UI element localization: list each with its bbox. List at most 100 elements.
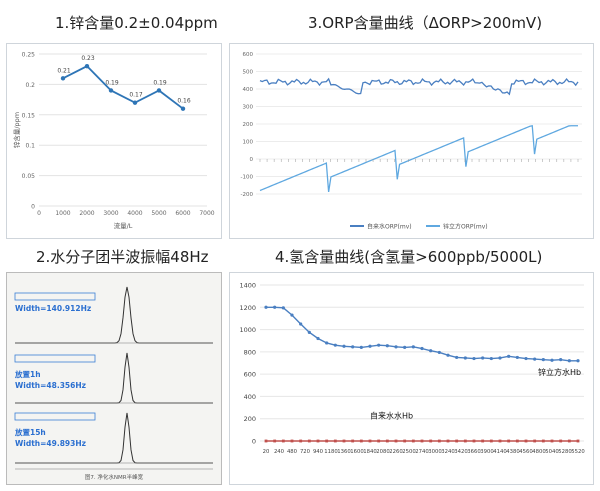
- zinc-data-point: [132, 100, 138, 105]
- hydrogen-data-point: [429, 349, 433, 353]
- x-tick-label: 5520: [571, 449, 585, 455]
- photo-background: [7, 273, 221, 484]
- hydrogen-data-point: [524, 356, 528, 361]
- x-tick-label: 1180: [324, 449, 338, 455]
- x-tick-label: 4800: [532, 449, 546, 455]
- hydrogen-data-point: [273, 439, 277, 443]
- hydrogen-data-point: [281, 439, 285, 443]
- hydrogen-data-point: [498, 439, 502, 443]
- hydrogen-data-point: [550, 358, 554, 362]
- zinc-data-point: [156, 88, 162, 93]
- hydrogen-data-point: [307, 330, 311, 334]
- x-tick-label: 1000: [55, 210, 70, 217]
- legend-label-zinc-cube: 锌立方ORP(mv): [443, 223, 488, 231]
- width-label-3: Width=49.893Hz: [15, 439, 86, 448]
- hydrogen-data-point: [481, 439, 485, 443]
- orp-chart-panel: -200 -100 0 100 200 300 400 500 600 自来水ORP(mv) 锌立方…: [229, 43, 594, 239]
- x-tick-label: 3240: [441, 449, 455, 455]
- y-tick-label: 800: [244, 348, 256, 356]
- y-tick-label: 0.1: [25, 143, 35, 150]
- zinc-data-label: 0.17: [129, 92, 143, 99]
- x-tick-label: 2000: [79, 210, 94, 217]
- y-tick-label: -200: [241, 192, 254, 198]
- y-tick-label: 1000: [239, 326, 256, 334]
- y-tick-label: -100: [241, 175, 254, 181]
- x-tick-label: 1600: [350, 449, 364, 455]
- x-tick-label: 240: [274, 449, 285, 455]
- orp-series-zinc-cube: [259, 124, 578, 192]
- zinc-data-label: 0.21: [57, 67, 71, 74]
- nmr-spectrum: Width=140.912Hz 放置1h Width=48.356Hz 放置15h Wi…: [7, 273, 221, 484]
- label-box: [14, 412, 96, 421]
- hydrogen-data-point: [437, 350, 441, 355]
- y-tick-label: 100: [243, 140, 254, 146]
- hydrogen-data-point: [385, 344, 389, 348]
- hydrogen-data-point: [359, 345, 363, 349]
- hydrogen-data-point: [567, 359, 571, 363]
- y-tick-label: 400: [244, 393, 256, 401]
- chart3-title: 3.ORP含量曲线（ΔORP>200mV): [308, 14, 543, 32]
- hydrogen-series-line: [266, 306, 578, 362]
- x-tick-label: 3900: [480, 449, 494, 455]
- hydrogen-chart-panel: 0 200 400 600 800 1000 1200 1400 20 240 480 720 940 1…: [229, 272, 594, 485]
- hydrogen-data-point: [299, 439, 303, 443]
- series-label-tapwater: 自来水水Hb: [370, 411, 413, 421]
- hydrogen-data-point: [489, 439, 493, 443]
- zinc-chart: 0 0.05 0.1 0.15 0.2 0.25 0 1000 2000 3000 4000 5000…: [12, 52, 215, 231]
- x-tick-label: 5040: [545, 449, 559, 455]
- hydrogen-data-point: [316, 439, 320, 443]
- hydrogen-data-point: [316, 336, 320, 341]
- hydrogen-data-point: [446, 353, 450, 357]
- hydrogen-data-point: [273, 305, 277, 309]
- series-label-zinc-cube: 锌立方水Hb: [538, 367, 581, 377]
- hydrogen-data-point: [351, 439, 355, 443]
- hydrogen-data-point: [403, 345, 407, 349]
- zinc-data-point: [60, 76, 66, 81]
- hydrogen-data-point: [342, 439, 346, 443]
- x-tick-label: 1840: [363, 449, 377, 455]
- placement-label-1h: 放置1h: [14, 369, 41, 379]
- zinc-chart-panel: 0 0.05 0.1 0.15 0.2 0.25 0 1000 2000 3000 4000 5000…: [6, 43, 222, 239]
- x-tick-label: 3000: [103, 210, 118, 217]
- x-tick-label: 2500: [402, 449, 416, 455]
- y-tick-label: 1200: [239, 304, 256, 312]
- y-tick-label: 600: [244, 371, 256, 379]
- hydrogen-data-point: [559, 358, 563, 362]
- x-tick-label: 3000: [428, 449, 442, 455]
- y-tick-label: 0: [250, 157, 254, 163]
- y-axis-label: 锌含量/ppm: [12, 112, 21, 148]
- y-tick-label: 600: [243, 52, 254, 58]
- hydrogen-data-point: [576, 359, 580, 363]
- x-tick-label: 6000: [175, 210, 190, 217]
- y-tick-label: 500: [243, 70, 254, 76]
- hydrogen-data-point: [541, 358, 545, 362]
- width-label-2: Width=48.356Hz: [15, 381, 86, 390]
- hydrogen-data-point: [333, 439, 337, 443]
- hydrogen-data-point: [325, 341, 329, 345]
- hydrogen-data-point: [472, 356, 476, 361]
- hydrogen-data-point: [463, 439, 467, 443]
- hydrogen-data-point: [411, 345, 415, 349]
- orp-series-tapwater: [259, 77, 579, 96]
- hydrogen-data-point: [463, 356, 467, 360]
- zinc-data-point: [180, 106, 186, 111]
- hydrogen-data-point: [437, 439, 441, 443]
- y-tick-label: 0.25: [22, 52, 36, 59]
- hydrogen-data-point: [403, 439, 407, 443]
- hydrogen-data-point: [515, 355, 519, 360]
- hydrogen-data-point: [481, 356, 485, 360]
- hydrogen-data-point: [420, 439, 424, 443]
- zinc-data-point: [108, 88, 114, 93]
- hydrogen-data-point: [472, 439, 476, 443]
- x-tick-label: 4560: [519, 449, 533, 455]
- hydrogen-data-point: [325, 439, 329, 443]
- hydrogen-data-point: [377, 343, 381, 347]
- orp-chart: -200 -100 0 100 200 300 400 500 600 自来水ORP(mv) 锌立方…: [241, 52, 582, 231]
- photo-title: 2.水分子团半波振幅48Hz: [36, 248, 209, 266]
- legend-label-tapwater: 自来水ORP(mv): [367, 223, 412, 231]
- hydrogen-data-point: [455, 439, 459, 443]
- hydrogen-data-point: [290, 313, 294, 317]
- hydrogen-data-point: [307, 439, 311, 443]
- y-tick-label: 0: [31, 204, 35, 211]
